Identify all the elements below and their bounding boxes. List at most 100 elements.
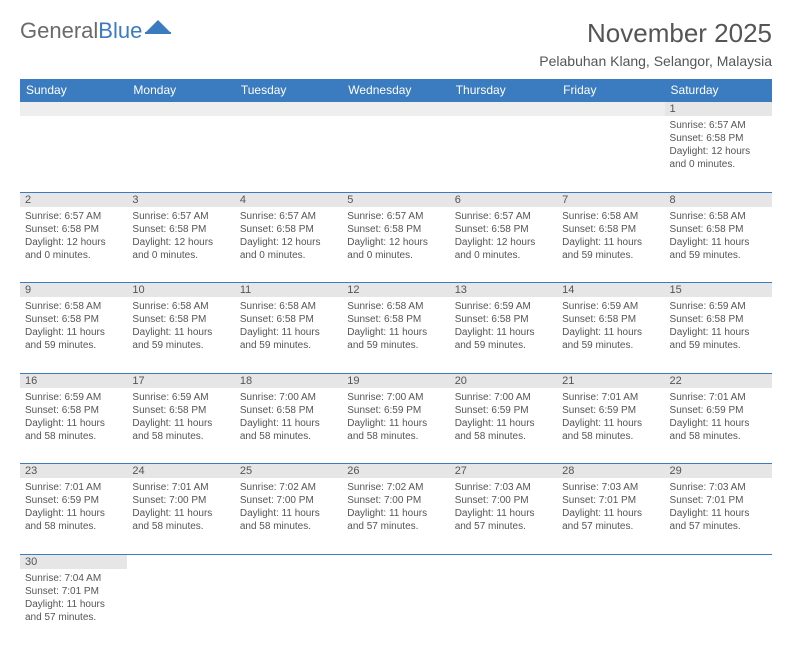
day-cell [557,569,664,645]
day-header: Saturday [665,79,772,102]
day-info: Sunrise: 7:02 AMSunset: 7:00 PMDaylight:… [347,481,444,533]
day-number: 17 [127,373,234,388]
day-cell: Sunrise: 6:57 AMSunset: 6:58 PMDaylight:… [235,207,342,283]
day-cell [235,569,342,645]
day-cell: Sunrise: 7:02 AMSunset: 7:00 PMDaylight:… [235,478,342,554]
day-number: 2 [20,192,127,207]
day-cell: Sunrise: 6:58 AMSunset: 6:58 PMDaylight:… [127,297,234,373]
day-cell: Sunrise: 6:59 AMSunset: 6:58 PMDaylight:… [557,297,664,373]
day-cell [235,116,342,192]
day-info: Sunrise: 6:57 AMSunset: 6:58 PMDaylight:… [455,210,552,262]
day-number: 19 [342,373,449,388]
day-cell: Sunrise: 7:01 AMSunset: 6:59 PMDaylight:… [665,388,772,464]
day-number: 3 [127,192,234,207]
day-header: Thursday [450,79,557,102]
day-header: Friday [557,79,664,102]
day-number: 1 [665,102,772,117]
day-number: 11 [235,283,342,298]
day-number [450,102,557,117]
day-number: 29 [665,464,772,479]
day-number: 21 [557,373,664,388]
day-number: 28 [557,464,664,479]
day-info: Sunrise: 7:00 AMSunset: 6:58 PMDaylight:… [240,391,337,443]
day-info: Sunrise: 6:58 AMSunset: 6:58 PMDaylight:… [240,300,337,352]
day-cell: Sunrise: 6:58 AMSunset: 6:58 PMDaylight:… [235,297,342,373]
day-info: Sunrise: 6:58 AMSunset: 6:58 PMDaylight:… [25,300,122,352]
day-number: 24 [127,464,234,479]
day-number [342,554,449,569]
day-info: Sunrise: 6:59 AMSunset: 6:58 PMDaylight:… [670,300,767,352]
day-number [450,554,557,569]
day-number [342,102,449,117]
day-cell [127,569,234,645]
month-title: November 2025 [539,18,772,49]
day-cell: Sunrise: 7:03 AMSunset: 7:01 PMDaylight:… [557,478,664,554]
day-header: Wednesday [342,79,449,102]
day-info: Sunrise: 6:59 AMSunset: 6:58 PMDaylight:… [562,300,659,352]
day-number [127,554,234,569]
day-number: 7 [557,192,664,207]
day-cell: Sunrise: 7:01 AMSunset: 6:59 PMDaylight:… [557,388,664,464]
day-cell [127,116,234,192]
day-cell [450,116,557,192]
day-number [235,102,342,117]
day-cell: Sunrise: 6:58 AMSunset: 6:58 PMDaylight:… [665,207,772,283]
day-cell [665,569,772,645]
day-number: 14 [557,283,664,298]
day-number: 20 [450,373,557,388]
day-cell: Sunrise: 7:03 AMSunset: 7:00 PMDaylight:… [450,478,557,554]
day-info: Sunrise: 6:58 AMSunset: 6:58 PMDaylight:… [132,300,229,352]
day-cell: Sunrise: 6:57 AMSunset: 6:58 PMDaylight:… [665,116,772,192]
day-number: 13 [450,283,557,298]
day-info: Sunrise: 7:01 AMSunset: 6:59 PMDaylight:… [562,391,659,443]
day-info: Sunrise: 6:59 AMSunset: 6:58 PMDaylight:… [132,391,229,443]
day-number [557,102,664,117]
day-info: Sunrise: 7:03 AMSunset: 7:01 PMDaylight:… [562,481,659,533]
logo: GeneralBlue [20,18,171,44]
day-cell: Sunrise: 6:59 AMSunset: 6:58 PMDaylight:… [20,388,127,464]
day-cell: Sunrise: 6:58 AMSunset: 6:58 PMDaylight:… [342,297,449,373]
logo-text-blue: Blue [98,18,142,43]
day-number: 8 [665,192,772,207]
day-number [665,554,772,569]
day-cell: Sunrise: 6:58 AMSunset: 6:58 PMDaylight:… [557,207,664,283]
day-header: Sunday [20,79,127,102]
day-number: 5 [342,192,449,207]
day-info: Sunrise: 6:57 AMSunset: 6:58 PMDaylight:… [670,119,767,171]
day-cell: Sunrise: 7:00 AMSunset: 6:58 PMDaylight:… [235,388,342,464]
day-number [557,554,664,569]
day-number: 27 [450,464,557,479]
day-cell [342,569,449,645]
day-cell: Sunrise: 7:00 AMSunset: 6:59 PMDaylight:… [342,388,449,464]
flag-icon [145,18,171,41]
day-cell: Sunrise: 6:57 AMSunset: 6:58 PMDaylight:… [450,207,557,283]
day-info: Sunrise: 6:57 AMSunset: 6:58 PMDaylight:… [25,210,122,262]
day-info: Sunrise: 7:02 AMSunset: 7:00 PMDaylight:… [240,481,337,533]
day-cell: Sunrise: 7:04 AMSunset: 7:01 PMDaylight:… [20,569,127,645]
day-cell: Sunrise: 6:59 AMSunset: 6:58 PMDaylight:… [665,297,772,373]
day-info: Sunrise: 6:59 AMSunset: 6:58 PMDaylight:… [25,391,122,443]
day-cell: Sunrise: 7:01 AMSunset: 7:00 PMDaylight:… [127,478,234,554]
day-info: Sunrise: 7:04 AMSunset: 7:01 PMDaylight:… [25,572,122,624]
day-info: Sunrise: 7:00 AMSunset: 6:59 PMDaylight:… [347,391,444,443]
day-number: 15 [665,283,772,298]
day-number: 25 [235,464,342,479]
day-info: Sunrise: 7:00 AMSunset: 6:59 PMDaylight:… [455,391,552,443]
day-info: Sunrise: 7:01 AMSunset: 7:00 PMDaylight:… [132,481,229,533]
day-cell [450,569,557,645]
day-number: 4 [235,192,342,207]
day-info: Sunrise: 7:01 AMSunset: 6:59 PMDaylight:… [670,391,767,443]
day-info: Sunrise: 6:58 AMSunset: 6:58 PMDaylight:… [562,210,659,262]
day-cell: Sunrise: 6:59 AMSunset: 6:58 PMDaylight:… [450,297,557,373]
day-number [20,102,127,117]
title-block: November 2025 Pelabuhan Klang, Selangor,… [539,18,772,69]
location: Pelabuhan Klang, Selangor, Malaysia [539,53,772,69]
day-cell: Sunrise: 7:02 AMSunset: 7:00 PMDaylight:… [342,478,449,554]
day-number: 9 [20,283,127,298]
day-info: Sunrise: 7:01 AMSunset: 6:59 PMDaylight:… [25,481,122,533]
day-cell [342,116,449,192]
logo-text-general: General [20,18,98,43]
day-info: Sunrise: 6:58 AMSunset: 6:58 PMDaylight:… [670,210,767,262]
day-info: Sunrise: 6:57 AMSunset: 6:58 PMDaylight:… [132,210,229,262]
day-number: 26 [342,464,449,479]
